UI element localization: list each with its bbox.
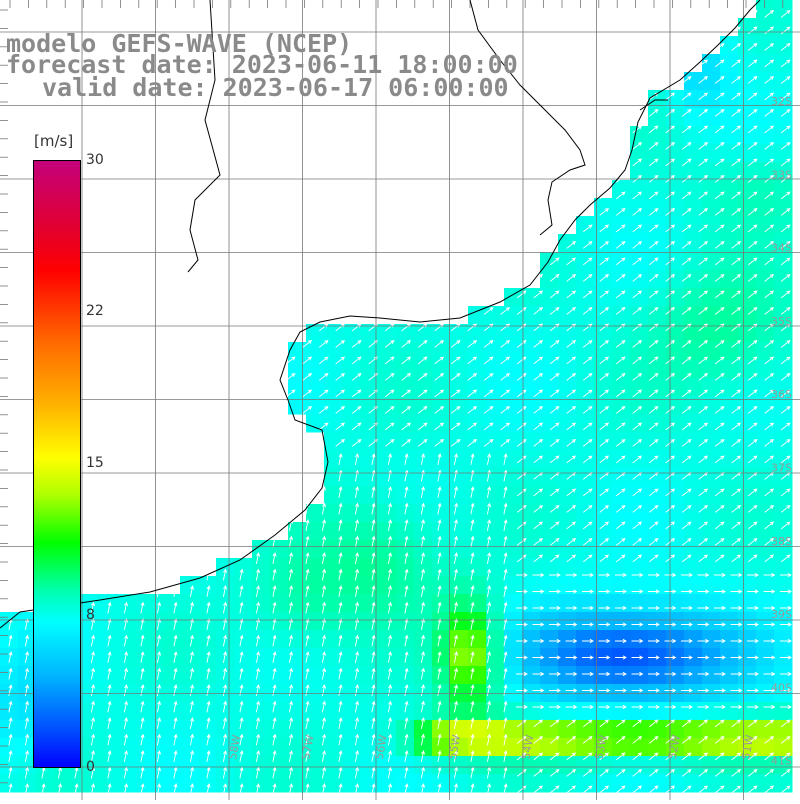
- lat-label: 33S: [771, 168, 792, 181]
- lon-label: 54W: [519, 734, 536, 761]
- lon-label: 56W: [373, 734, 390, 761]
- lon-label: 51W: [739, 734, 756, 761]
- colorbar-tick-8: 8: [86, 607, 95, 623]
- lat-label: 37S: [771, 462, 792, 475]
- lon-label: 55W: [446, 734, 463, 761]
- longitude-labels: 58W 57W 56W 55W 54W 53W 52W 51W: [226, 734, 756, 761]
- lon-label: 53W: [593, 734, 610, 761]
- lat-label: 36S: [771, 388, 792, 401]
- latitude-labels: 32S 33S 34S 35S 36S 37S 38S 39S 40S 41S: [771, 95, 792, 768]
- model-title: modelo GEFS-WAVE (NCEP): [6, 29, 353, 58]
- colorbar: [33, 160, 81, 768]
- lat-label: 40S: [771, 681, 792, 694]
- forecast-date: forecast date: 2023-06-11 18:00:00: [6, 50, 518, 79]
- lon-label: 58W: [226, 734, 243, 761]
- colorbar-tick-30: 30: [86, 152, 104, 168]
- lon-label: 57W: [299, 734, 316, 761]
- lat-label: 41S: [771, 755, 792, 768]
- wind-vector-arrows: [8, 10, 792, 795]
- lat-label: 39S: [771, 608, 792, 621]
- colorbar-tick-0: 0: [86, 759, 95, 775]
- coastline: [0, 0, 761, 629]
- lon-label: 52W: [666, 734, 683, 761]
- valid-date: valid date: 2023-06-17 06:00:00: [42, 73, 509, 102]
- lat-label: 34S: [771, 242, 792, 255]
- lat-label: 35S: [771, 315, 792, 328]
- lat-label: 32S: [771, 95, 792, 108]
- colorbar-unit: [m/s]: [34, 132, 74, 150]
- colorbar-tick-15: 15: [86, 455, 104, 471]
- colorbar-tick-22: 22: [86, 303, 104, 319]
- lat-label: 38S: [771, 535, 792, 548]
